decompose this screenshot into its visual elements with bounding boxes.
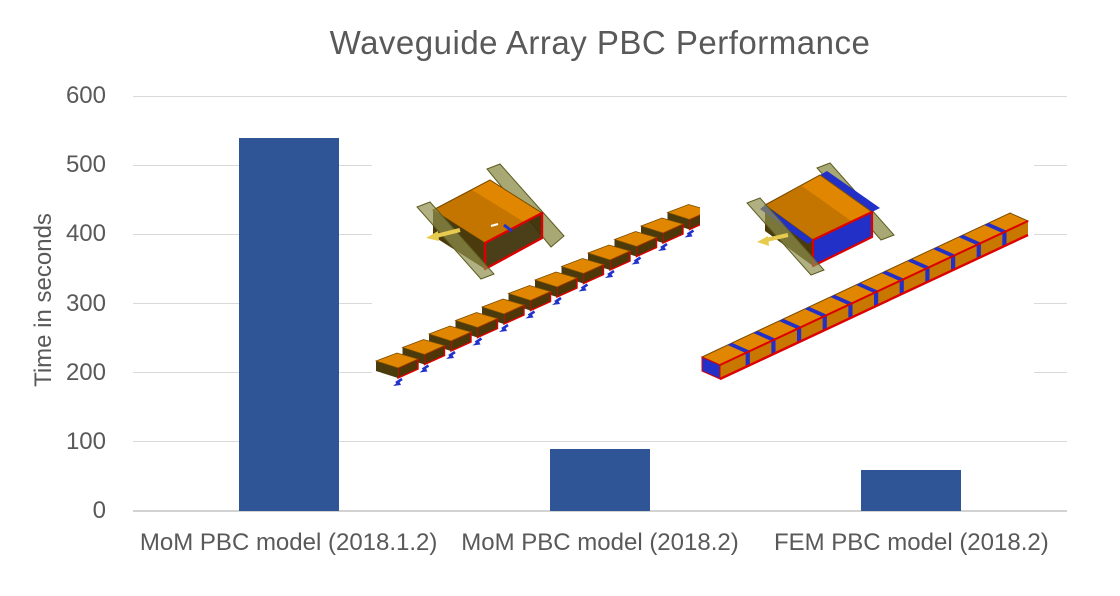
y-tick-label: 0 — [92, 497, 106, 524]
bar-2 — [550, 448, 650, 511]
chart-title: Waveguide Array PBC Performance — [329, 24, 871, 61]
gridline — [133, 441, 1067, 443]
waveguide-aperture — [483, 211, 544, 271]
x-axis-line — [133, 510, 1067, 512]
gridline — [133, 95, 1067, 97]
pbc-wall-front-icon — [416, 201, 495, 280]
y-tick-label: 500 — [65, 151, 106, 179]
mom-pbc-waveguide-render — [372, 163, 712, 392]
unit-cell-waveguide — [416, 163, 565, 280]
y-tick-label: 100 — [65, 427, 106, 455]
waveguide-array-connected — [700, 211, 1030, 381]
x-axis-label: FEM PBC model (2018.2) — [773, 529, 1049, 556]
excitation-arrow-icon — [757, 233, 789, 246]
fem-pbc-waveguide-render — [700, 158, 1034, 392]
unit-cell-waveguide-fem — [746, 162, 895, 276]
y-tick-label: 600 — [65, 82, 106, 109]
x-axis-label: MoM PBC model (2018.2) — [461, 529, 739, 556]
y-tick-label: 400 — [65, 220, 106, 248]
bar-1 — [238, 137, 339, 511]
array-end-cap — [701, 356, 721, 380]
x-axis-label: MoM PBC model (2018.1.2) — [139, 529, 438, 556]
excitation-arrow-icon — [426, 228, 461, 241]
y-tick-label: 200 — [65, 358, 106, 386]
y-tick-label: 300 — [65, 289, 106, 317]
bar-3 — [861, 469, 962, 511]
